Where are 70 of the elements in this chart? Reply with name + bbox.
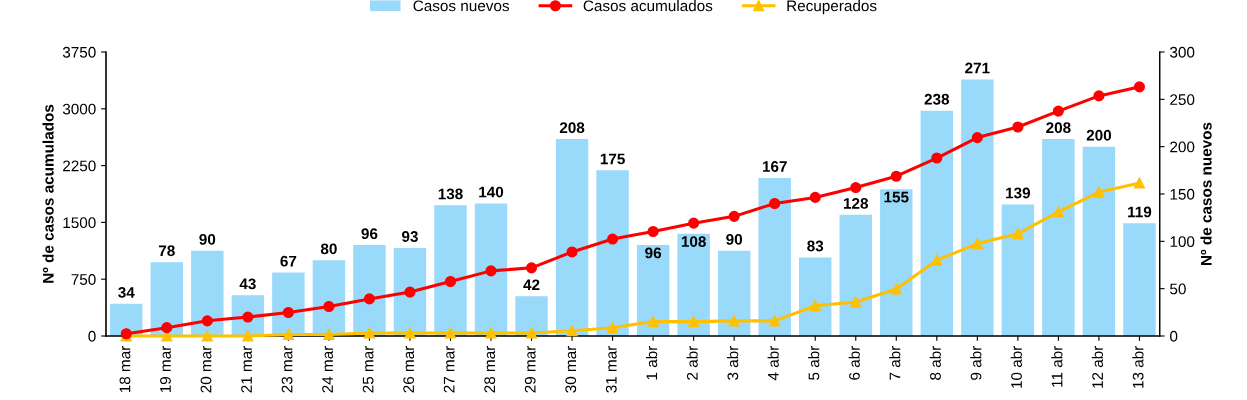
data-label: 119 bbox=[1128, 206, 1152, 218]
data-label: 175 bbox=[600, 153, 625, 165]
data-label: 96 bbox=[361, 228, 378, 240]
x-tick-label: 27 mar bbox=[443, 345, 455, 393]
data-label: 138 bbox=[438, 188, 463, 200]
y-tick-label: 0 bbox=[88, 330, 96, 342]
y2-tick-label: 0 bbox=[1170, 330, 1178, 342]
x-tick-label: 4 abr bbox=[767, 345, 779, 381]
y-tick-label: 3750 bbox=[62, 46, 96, 58]
x-tick-label: 28 mar bbox=[484, 345, 496, 393]
data-label: 43 bbox=[239, 278, 256, 290]
data-label: 108 bbox=[681, 236, 706, 247]
data-label: 238 bbox=[924, 93, 950, 105]
x-tick-label: 10 abr bbox=[1010, 345, 1022, 388]
x-tick-label: 7 abr bbox=[889, 345, 901, 380]
data-label: 200 bbox=[1086, 129, 1112, 141]
data-label: 34 bbox=[118, 286, 135, 298]
y-axis-title: Nº de casos acumulados bbox=[42, 104, 54, 283]
x-tick-label: 21 mar bbox=[241, 345, 252, 393]
x-tick-label: 29 mar bbox=[524, 345, 536, 393]
x-tick-label: 6 abr bbox=[848, 345, 860, 380]
x-tick-label: 26 mar bbox=[403, 345, 415, 393]
data-label: 140 bbox=[479, 186, 504, 198]
y2-tick-label: 100 bbox=[1170, 236, 1195, 248]
y2-tick-label: 200 bbox=[1170, 141, 1195, 153]
y2-tick-label: 250 bbox=[1170, 94, 1195, 106]
x-tick-label: 30 mar bbox=[565, 345, 577, 393]
data-label: 93 bbox=[401, 231, 418, 242]
legend-label: Casos nuevos bbox=[413, 0, 510, 12]
y2-tick-label: 300 bbox=[1170, 46, 1195, 58]
x-tick-label: 19 mar bbox=[160, 345, 171, 393]
y-tick-label: 2250 bbox=[63, 160, 96, 172]
x-tick-label: 31 mar bbox=[605, 345, 617, 393]
data-label: 78 bbox=[158, 245, 175, 257]
data-label: 155 bbox=[884, 191, 909, 203]
x-tick-label: 1 abr bbox=[646, 345, 658, 380]
y-tick-label: 1500 bbox=[63, 217, 96, 229]
legend-label: Recuperados bbox=[787, 0, 877, 15]
x-tick-label: 2 abr bbox=[686, 345, 698, 380]
data-label: 271 bbox=[965, 62, 990, 74]
x-tick-label: 18 mar bbox=[119, 345, 131, 393]
x-tick-label: 24 mar bbox=[322, 345, 333, 393]
data-label: 83 bbox=[807, 240, 824, 252]
x-tick-label: 9 abr bbox=[970, 345, 982, 380]
x-tick-label: 3 abr bbox=[727, 345, 739, 380]
legend-label: Casos acumulados bbox=[583, 0, 713, 12]
x-tick-label: 12 abr bbox=[1091, 345, 1104, 388]
data-label: 90 bbox=[199, 233, 216, 245]
y2-axis-title: Nº de casos nuevos bbox=[1200, 122, 1212, 265]
data-label: 139 bbox=[1006, 187, 1031, 199]
x-tick-label: 20 mar bbox=[200, 345, 212, 393]
x-tick-label: 5 abr bbox=[808, 345, 820, 380]
y2-tick-label: 50 bbox=[1170, 283, 1186, 295]
data-label: 128 bbox=[843, 197, 869, 209]
data-label: 96 bbox=[645, 247, 662, 259]
data-label: 42 bbox=[523, 279, 540, 291]
data-label: 90 bbox=[726, 233, 743, 245]
x-tick-label: 23 mar bbox=[281, 345, 293, 393]
y-tick-label: 3000 bbox=[62, 103, 96, 115]
data-label: 208 bbox=[1046, 122, 1071, 134]
y2-tick-label: 150 bbox=[1170, 188, 1195, 200]
y-tick-label: 750 bbox=[71, 274, 96, 285]
data-label: 67 bbox=[280, 255, 297, 267]
data-label: 167 bbox=[762, 161, 787, 172]
data-label: 80 bbox=[320, 243, 337, 255]
x-tick-label: 8 abr bbox=[929, 345, 941, 380]
x-tick-label: 25 mar bbox=[362, 345, 374, 393]
x-tick-label: 11 abr bbox=[1051, 345, 1063, 387]
x-tick-label: 13 abr bbox=[1132, 345, 1144, 388]
data-label: 208 bbox=[559, 122, 585, 134]
